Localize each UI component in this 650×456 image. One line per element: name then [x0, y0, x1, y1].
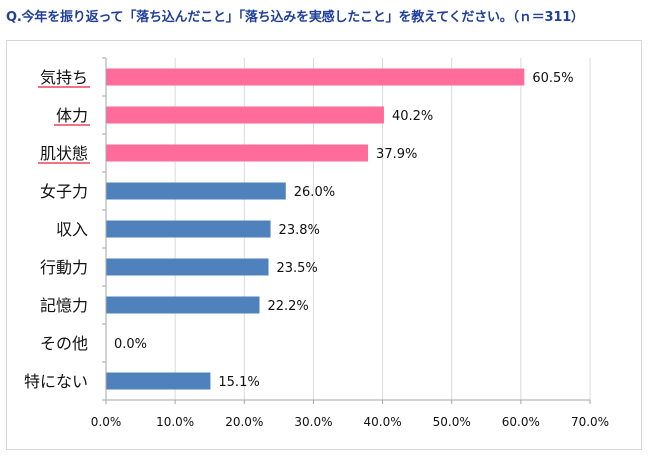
category-label: 収入 [56, 220, 88, 239]
x-tick-label: 0.0% [91, 415, 122, 429]
bar [106, 68, 525, 86]
bar [106, 144, 369, 162]
category-label: 女子力 [40, 182, 88, 201]
chart-title: Q.今年を振り返って「落ち込んだこと」「落ち込みを実感したこと」を教えてください… [6, 10, 584, 25]
value-label: 26.0% [294, 185, 335, 200]
category-label: 体力 [56, 106, 88, 125]
bar [106, 296, 260, 314]
x-tick-label: 50.0% [433, 415, 471, 429]
x-tick-label: 10.0% [156, 415, 194, 429]
value-label: 37.9% [376, 147, 417, 162]
category-label: 気持ち [40, 68, 88, 87]
value-label: 23.5% [276, 261, 317, 276]
x-tick-label: 60.0% [502, 415, 540, 429]
x-tick-label: 30.0% [294, 415, 332, 429]
category-label: 行動力 [40, 258, 88, 277]
bar [106, 220, 271, 238]
chart-frame [6, 40, 642, 450]
x-tick-label: 70.0% [571, 415, 609, 429]
value-label: 15.1% [218, 375, 259, 390]
category-label: 記憶力 [40, 296, 88, 315]
value-label: 23.8% [279, 223, 320, 238]
value-label: 0.0% [114, 337, 147, 352]
bar [106, 182, 286, 200]
bar [106, 258, 269, 276]
bar [106, 106, 384, 124]
category-label: 特にない [24, 372, 88, 391]
x-tick-label: 20.0% [225, 415, 263, 429]
value-label: 60.5% [532, 71, 573, 86]
value-label: 22.2% [267, 299, 308, 314]
value-label: 40.2% [392, 109, 433, 124]
category-label: 肌状態 [40, 144, 88, 163]
bar [106, 372, 211, 390]
category-label: その他 [40, 334, 88, 353]
x-tick-label: 40.0% [364, 415, 402, 429]
